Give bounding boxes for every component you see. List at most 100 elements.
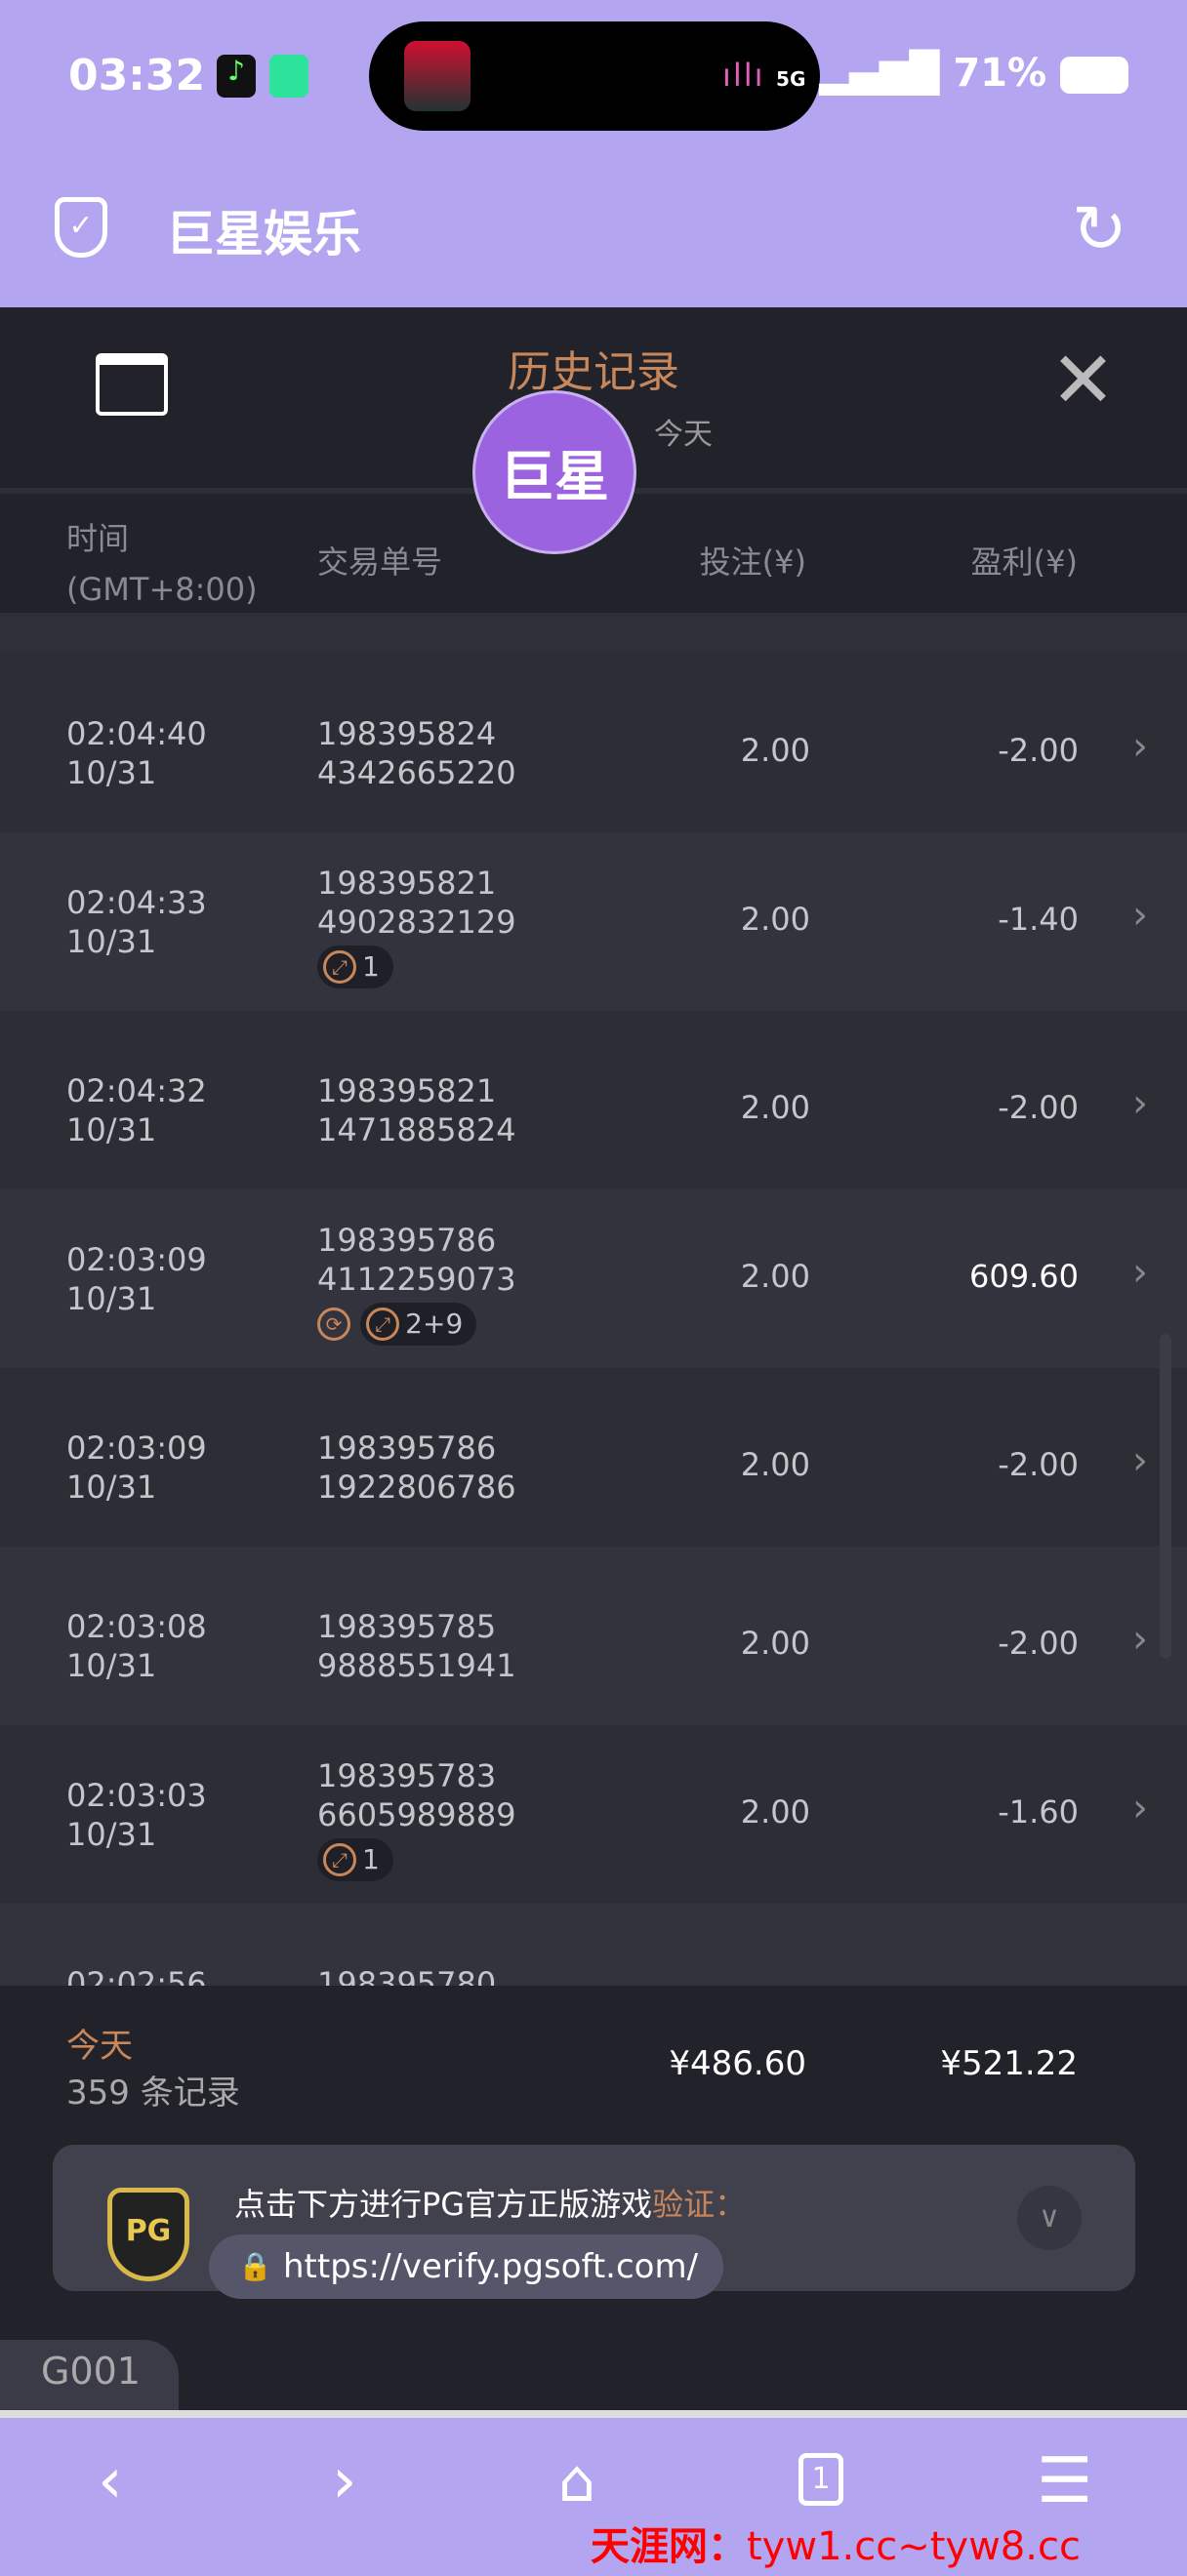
- row-profit: -2.00: [998, 1625, 1079, 1662]
- close-icon[interactable]: ✕: [1050, 335, 1117, 425]
- summary-bar: 今天 359 条记录 ¥486.60 ¥521.22: [0, 1986, 1187, 2152]
- verify-text: 点击下方进行PG官方正版游戏验证：: [234, 2186, 747, 2223]
- calendar-icon[interactable]: [96, 353, 168, 416]
- chevron-down-icon[interactable]: ∨: [1017, 2186, 1082, 2250]
- row-bet: 2.00: [740, 1625, 810, 1662]
- row-bet: 2.00: [740, 1089, 810, 1126]
- home-icon[interactable]: ⌂: [558, 2447, 596, 2516]
- row-profit: -2.00: [998, 1089, 1079, 1126]
- chevron-right-icon[interactable]: ›: [1132, 1438, 1148, 1483]
- tabs-button[interactable]: 1: [798, 2453, 843, 2506]
- table-row[interactable]: 02:03:09 10/31 198395786 1922806786 2.00 -…: [0, 1368, 1187, 1547]
- row-profit: 609.60: [969, 1258, 1079, 1295]
- scrollbar[interactable]: [1160, 1334, 1171, 1659]
- row-order-part1: 198395786: [317, 1222, 497, 1259]
- feature-badge: ⤢ 1: [317, 946, 393, 988]
- row-bet: 2.00: [741, 1982, 810, 1986]
- row-order-part2: 1471885824: [317, 1111, 516, 1148]
- row-time: 02:03:09: [66, 1241, 207, 1278]
- forward-icon[interactable]: ›: [332, 2445, 357, 2517]
- panel-title: 历史记录: [508, 347, 679, 397]
- feature-icon: ⤢: [323, 1843, 356, 1876]
- shield-check-icon[interactable]: ✓: [55, 197, 107, 258]
- table-row[interactable]: 02:03:03 10/31 198395783 6605989889 ⤢ 1 2.00…: [0, 1725, 1187, 1904]
- status-time: 03:32: [68, 51, 206, 101]
- network-label: 5G: [776, 67, 806, 91]
- col-time: 时间: [66, 520, 130, 557]
- row-order-part2: 4902832129: [317, 904, 516, 941]
- col-order: 交易单号: [317, 543, 443, 581]
- verify-url-link[interactable]: 🔒 https://verify.pgsoft.com/: [209, 2234, 724, 2299]
- refresh-icon[interactable]: ↻: [1072, 191, 1127, 268]
- browser-nav: ‹ › ⌂ 1 ☰ 天涯网：tyw1.cc~tyw8.cc: [0, 2410, 1187, 2576]
- panel-subtitle: 今天: [654, 418, 713, 452]
- record-count: 359 条记录: [66, 2073, 240, 2113]
- battery-app-icon: [269, 55, 308, 98]
- col-bet: 投注(¥): [699, 543, 806, 581]
- row-order-part1: 198395785: [317, 1608, 497, 1645]
- row-order-part2: 9888551941: [317, 1647, 516, 1684]
- feature-badge: ⤢ 1: [317, 1838, 393, 1881]
- album-art: [404, 41, 471, 111]
- chevron-right-icon[interactable]: ›: [1132, 1617, 1148, 1662]
- row-bet: 2.00: [740, 732, 810, 769]
- row-time: 02:04:33: [66, 884, 207, 921]
- col-timezone: (GMT+8:00): [66, 571, 258, 608]
- menu-icon[interactable]: ☰: [1037, 2445, 1093, 2517]
- row-date: 10/31: [66, 1469, 157, 1506]
- table-row[interactable]: 02:04:32 10/31 198395821 1471885824 2.00 -…: [0, 1011, 1187, 1189]
- row-time: 02:03:09: [66, 1429, 207, 1467]
- row-bet: 2.00: [740, 901, 810, 938]
- row-order-part1: 198395780: [317, 1965, 497, 1986]
- table-row[interactable]: 02:03:08 10/31 198395785 9888551941 2.00 -…: [0, 1547, 1187, 1725]
- back-icon[interactable]: ‹: [98, 2445, 123, 2517]
- row-bet: 2.00: [740, 1793, 810, 1831]
- row-order-part1: 198395821: [317, 865, 497, 902]
- status-right: 5G ▂▄▆█ 71%: [776, 51, 1128, 96]
- row-order-part2: 4112259073: [317, 1261, 516, 1298]
- list-spacer: [0, 613, 1187, 654]
- chevron-right-icon[interactable]: ›: [1132, 724, 1148, 769]
- row-order-part1: 198395821: [317, 1072, 497, 1109]
- row-profit: -2.00: [998, 1446, 1079, 1483]
- brand-logo: 巨星: [472, 390, 636, 554]
- feature-icon: ⤢: [366, 1308, 400, 1341]
- table-row[interactable]: 02:04:33 10/31 198395821 4902832129 ⤢ 1 2.00…: [0, 832, 1187, 1011]
- pg-logo: PG: [107, 2188, 189, 2281]
- chevron-right-icon[interactable]: ›: [1132, 1786, 1148, 1831]
- feature-icon: ⤢: [323, 950, 356, 984]
- total-profit: ¥521.22: [940, 2044, 1078, 2083]
- battery-percent: 71%: [953, 51, 1047, 96]
- row-profit: -1.40: [998, 901, 1079, 938]
- row-bet: 2.00: [740, 1446, 810, 1483]
- table-row[interactable]: 02:04:40 10/31 198395824 4342665220 2.00 -…: [0, 654, 1187, 832]
- col-profit: 盈利(¥): [970, 543, 1078, 581]
- lock-icon: 🔒: [238, 2250, 272, 2282]
- row-order-part1: 198395783: [317, 1757, 497, 1794]
- free-spin-icon: ⟳: [317, 1308, 350, 1341]
- battery-icon: [1060, 57, 1128, 94]
- total-bet: ¥486.60: [669, 2044, 806, 2083]
- chevron-right-icon[interactable]: ›: [1132, 893, 1148, 938]
- row-time: 02:03:08: [66, 1608, 207, 1645]
- chevron-right-icon[interactable]: ›: [1132, 1974, 1148, 1986]
- chevron-right-icon[interactable]: ›: [1132, 1250, 1148, 1295]
- app-title: 巨星娱乐: [166, 206, 361, 262]
- watermark: 天涯网：tyw1.cc~tyw8.cc: [591, 2524, 1081, 2569]
- row-date: 10/31: [66, 1816, 157, 1853]
- verify-card: PG 点击下方进行PG官方正版游戏验证： 🔒 https://verify.pgs…: [53, 2145, 1135, 2299]
- music-app-icon: ♪: [217, 55, 256, 98]
- row-order-part2: 6605989889: [317, 1796, 516, 1833]
- chevron-right-icon[interactable]: ›: [1132, 1081, 1148, 1126]
- table-row[interactable]: 02:02:56 198395780 2.00 -2.00 ›: [0, 1904, 1187, 1986]
- row-time: 02:03:03: [66, 1777, 207, 1814]
- row-order-part1: 198395824: [317, 715, 497, 752]
- row-profit: -2.00: [998, 732, 1079, 769]
- row-date: 10/31: [66, 923, 157, 960]
- game-code-tab[interactable]: G001: [0, 2340, 179, 2410]
- row-order-part1: 198395786: [317, 1429, 497, 1467]
- dynamic-island[interactable]: ıllı: [369, 21, 820, 131]
- table-row[interactable]: 02:03:09 10/31 198395786 4112259073 ⟳ ⤢ 2+9 …: [0, 1189, 1187, 1368]
- row-order-part2: 1922806786: [317, 1469, 516, 1506]
- row-date: 10/31: [66, 1647, 157, 1684]
